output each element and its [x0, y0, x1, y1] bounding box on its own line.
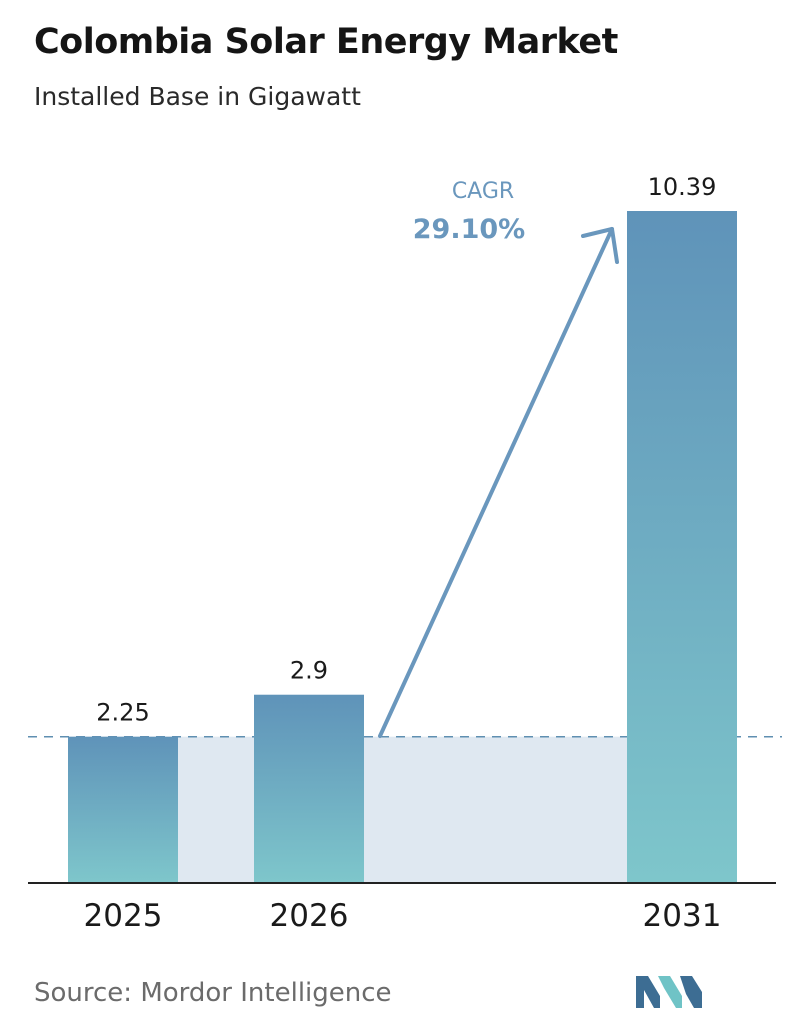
bar-2026: [254, 694, 364, 882]
x-tick-2025: 2025: [84, 898, 163, 934]
cagr-arrow-head: [581, 227, 619, 264]
bar-2031: [627, 211, 737, 882]
cagr-arrow: [378, 227, 619, 738]
value-label-2026: 2.9: [290, 657, 328, 685]
value-label-2025: 2.25: [96, 699, 149, 727]
cagr-arrow-shaft: [378, 227, 614, 738]
source-note: Source: Mordor Intelligence: [34, 978, 392, 1008]
x-tick-2026: 2026: [270, 898, 349, 934]
baseline-band: [68, 736, 737, 882]
bar-chart: 2.25 2.9 10.39 2025 2026 2031 CAGR 29.10%: [28, 173, 782, 934]
chart-title: Colombia Solar Energy Market: [34, 22, 618, 62]
bars-group: [68, 211, 737, 882]
cagr-label: CAGR: [452, 179, 514, 204]
chart-subtitle: Installed Base in Gigawatt: [34, 82, 361, 111]
value-labels-group: 2.25 2.9 10.39: [96, 173, 716, 727]
x-tick-labels-group: 2025 2026 2031: [84, 898, 722, 934]
bar-2025: [68, 736, 178, 882]
x-tick-2031: 2031: [643, 898, 722, 934]
mordor-intelligence-logo-icon: [636, 976, 702, 1008]
baseline-band-rect: [68, 736, 737, 882]
cagr-value: 29.10%: [413, 214, 525, 245]
value-label-2031: 10.39: [648, 173, 717, 201]
